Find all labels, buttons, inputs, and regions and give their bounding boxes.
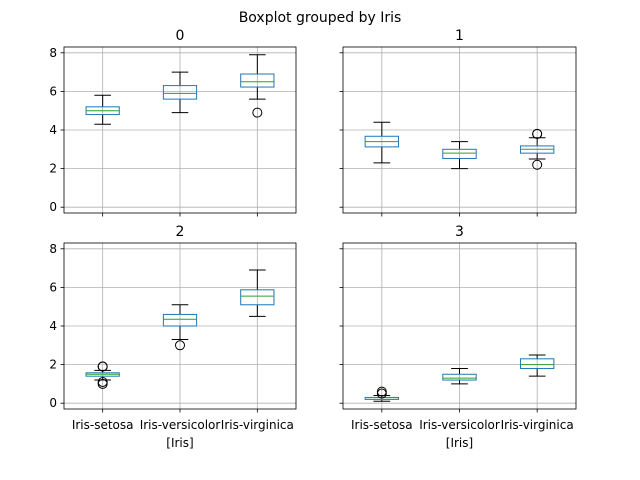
x-tick-label: Iris-setosa <box>72 418 134 432</box>
box-Iris-virginica <box>519 128 555 170</box>
y-tick-label: 6 <box>49 280 57 294</box>
box-Iris-versicolor <box>162 71 198 114</box>
subplot-1: 1 <box>339 28 577 217</box>
iqr-box <box>442 148 477 159</box>
box-Iris-virginica <box>240 269 275 317</box>
box-Iris-virginica <box>519 354 555 377</box>
iqr-box <box>240 289 275 306</box>
subplot-0: 0 2 4 6 8 0 <box>49 28 297 217</box>
y-tick-label: 8 <box>49 46 57 60</box>
y-tick-label: 0 <box>49 396 57 410</box>
subplot-title: 0 <box>176 28 185 44</box>
iqr-box <box>162 313 198 327</box>
box-Iris-setosa <box>364 121 400 164</box>
subplot-2: 0 2 4 6 8 Iris-setosa Iris-versicolor Iris-virg… <box>49 224 297 450</box>
outlier-point <box>532 159 543 170</box>
y-tick-label: 8 <box>49 242 57 256</box>
figure-title: Boxplot grouped by Iris <box>239 10 402 26</box>
iqr-box <box>240 73 275 88</box>
x-tick-label: Iris-virginica <box>501 418 574 432</box>
subplot-title: 3 <box>455 224 464 240</box>
y-tick-label: 4 <box>49 123 57 137</box>
y-tick-label: 6 <box>49 84 57 98</box>
outlier-point <box>175 340 185 351</box>
x-tick-label: Iris-versicolor <box>419 418 500 432</box>
subplot-title: 2 <box>176 224 185 240</box>
box-Iris-setosa <box>85 361 120 389</box>
iqr-box <box>162 85 198 100</box>
y-tick-label: 0 <box>49 200 57 214</box>
box-Iris-versicolor <box>442 141 477 170</box>
x-tick-label: Iris-virginica <box>221 418 294 432</box>
iqr-box <box>519 358 555 369</box>
box-Iris-versicolor <box>442 367 477 385</box>
subplot-3: Iris-setosa Iris-versicolor Iris-virginica… <box>339 224 577 450</box>
y-tick-label: 2 <box>49 162 57 176</box>
x-tick-label: Iris-setosa <box>351 418 413 432</box>
outlier-point <box>532 128 543 139</box>
iqr-box <box>442 373 477 381</box>
x-tick-label: Iris-versicolor <box>140 418 221 432</box>
box-Iris-setosa <box>364 386 400 402</box>
y-tick-label: 2 <box>49 358 57 372</box>
outlier-point <box>252 107 263 118</box>
outlier-point <box>97 376 108 387</box>
box-Iris-versicolor <box>162 304 198 351</box>
outlier-point <box>97 361 108 372</box>
subplot-title: 1 <box>455 28 464 44</box>
x-axis-label: [Iris] <box>446 436 473 450</box>
y-tick-label: 4 <box>49 319 57 333</box>
box-Iris-setosa <box>85 94 120 125</box>
outlier-point <box>376 386 387 397</box>
box-Iris-virginica <box>240 54 275 118</box>
x-axis-label: [Iris] <box>166 436 193 450</box>
